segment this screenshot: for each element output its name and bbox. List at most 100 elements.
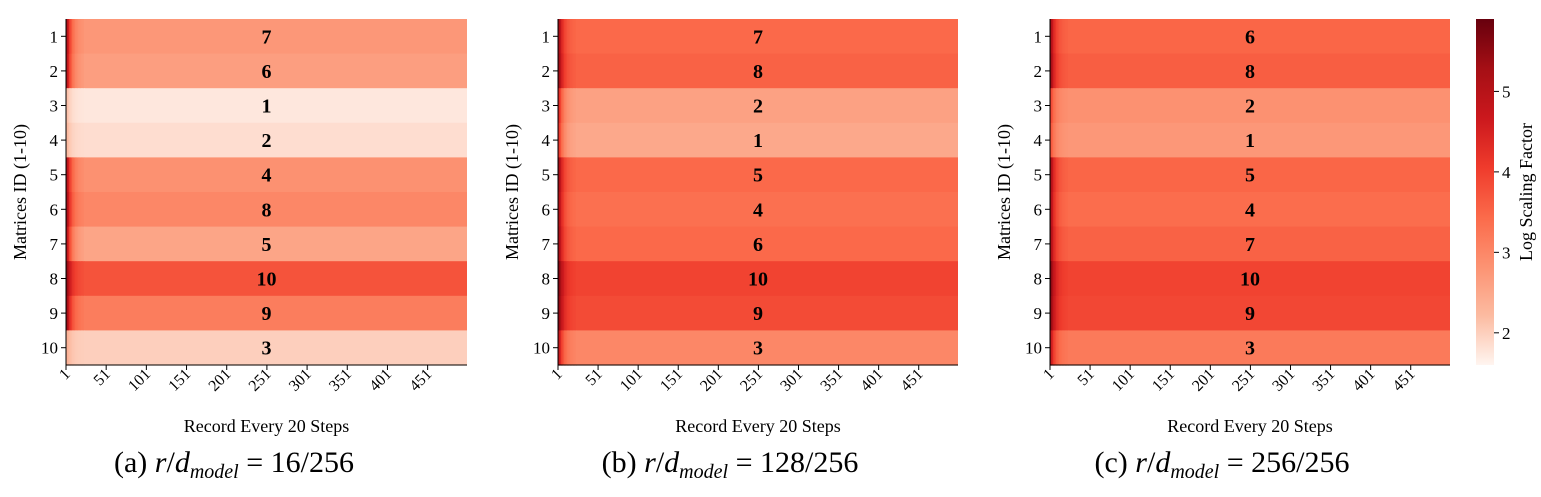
heatmap-cell-initial (570, 88, 573, 124)
y-axis-label: Matrices ID (1-10) (994, 124, 1015, 260)
heatmap-row-9: 9 (558, 295, 958, 331)
heatmap-cell-initial (1050, 295, 1053, 331)
heatmap-cell-initial (1059, 192, 1062, 228)
heatmap-cell (1068, 19, 1450, 55)
heatmap-cell-initial (1053, 19, 1056, 55)
heatmap-cell (84, 19, 467, 55)
y-tick-label: 7 (1034, 235, 1043, 254)
heatmap-cell-initial (73, 192, 76, 228)
heatmap-cell-initial (1057, 261, 1060, 297)
heatmap-cell-initial (81, 122, 84, 158)
heatmap-row-4: 1 (558, 122, 958, 158)
heatmap-cell-initial (559, 261, 562, 297)
heatmap-cell-initial (1057, 122, 1060, 158)
heatmap-cell-initial (78, 19, 81, 55)
heatmap-row-3: 2 (558, 88, 958, 124)
heatmap-cell-initial (565, 295, 568, 331)
heatmap-cell-initial (1066, 261, 1069, 297)
heatmap-cell-initial (1063, 122, 1066, 158)
heatmap-cell-initial (564, 295, 567, 331)
heatmap-cell-initial (573, 192, 576, 228)
heatmap-cell (576, 226, 958, 262)
heatmap-cell-initial (559, 122, 562, 158)
heatmap-cell-initial (574, 53, 577, 89)
y-tick-label: 8 (1034, 270, 1043, 289)
heatmap-cell-initial (66, 226, 69, 262)
heatmap-cell-initial (79, 122, 82, 158)
heatmap-cell-initial (66, 192, 69, 228)
heatmap-cell-initial (1053, 261, 1056, 297)
heatmap-cell-initial (564, 122, 567, 158)
caption-c-d: d (1155, 446, 1171, 479)
y-tick-label: 9 (542, 304, 551, 323)
heatmap-cell (1068, 192, 1450, 228)
rank-label: 4 (753, 199, 763, 221)
heatmap-cell-initial (571, 261, 574, 297)
heatmap-cell-initial (67, 192, 70, 228)
heatmap-cell-initial (1063, 330, 1066, 366)
caption-a-sub: model (189, 461, 239, 483)
heatmap-cell-initial (568, 19, 571, 55)
heatmap-cell (1068, 295, 1450, 331)
heatmap-cell-initial (1059, 19, 1062, 55)
heatmap-cell-initial (1053, 53, 1056, 89)
heatmap-cell-initial (67, 226, 70, 262)
heatmap-row-5: 4 (66, 157, 467, 193)
heatmap-cell-initial (571, 192, 574, 228)
heatmap-cell-initial (562, 122, 565, 158)
heatmap-cell-initial (1066, 53, 1069, 89)
heatmap-cell-initial (76, 53, 79, 89)
heatmap-cell-initial (82, 261, 85, 297)
heatmap-cell-initial (567, 261, 570, 297)
heatmap-cell-initial (1053, 295, 1056, 331)
heatmap-cell-initial (568, 295, 571, 331)
heatmap-cell-initial (1063, 226, 1066, 262)
heatmap-row-6: 4 (558, 192, 958, 228)
heatmap-row-1: 7 (558, 19, 958, 55)
y-tick-label: 5 (50, 166, 59, 185)
heatmap-cell-initial (73, 261, 76, 297)
y-tick-label: 2 (50, 62, 59, 81)
heatmap-cell-initial (564, 88, 567, 124)
heatmap-cell-initial (1050, 157, 1053, 193)
x-tick-label: 201 (206, 366, 235, 395)
heatmap-cell-initial (1054, 192, 1057, 228)
heatmap-cell-initial (571, 295, 574, 331)
heatmap-cell (576, 261, 958, 297)
heatmap-cell-initial (1062, 88, 1065, 124)
heatmap-cell-initial (558, 88, 561, 124)
heatmap-cell-initial (559, 330, 562, 366)
heatmap-row-3: 2 (1050, 88, 1450, 124)
heatmap-cell-initial (561, 122, 564, 158)
heatmap-cell-initial (1063, 157, 1066, 193)
heatmap-cell-initial (75, 157, 78, 193)
heatmap-cell-initial (1065, 261, 1068, 297)
rank-label: 2 (753, 96, 763, 118)
heatmap-row-6: 8 (66, 192, 467, 228)
x-tick-label: 201 (697, 366, 726, 395)
heatmap-cell-initial (574, 330, 577, 366)
rank-label: 1 (262, 96, 272, 118)
heatmap-cell-initial (78, 261, 81, 297)
heatmap-cell-initial (73, 88, 76, 124)
heatmap-cell-initial (574, 192, 577, 228)
heatmap-cell-initial (574, 295, 577, 331)
heatmap-cell-initial (1066, 192, 1069, 228)
heatmap-cell-initial (75, 19, 78, 55)
heatmap-cell-initial (1056, 88, 1059, 124)
heatmap-row-1: 6 (1050, 19, 1450, 55)
rank-label: 8 (753, 61, 763, 83)
heatmap-cell-initial (1060, 88, 1063, 124)
heatmap-cell (1068, 157, 1450, 193)
heatmap-cell-initial (1056, 192, 1059, 228)
y-tick-label: 3 (50, 97, 59, 116)
heatmap-cell-initial (1060, 192, 1063, 228)
heatmap-cell-initial (78, 330, 81, 366)
heatmap-cell-initial (69, 53, 72, 89)
heatmap-row-8: 10 (66, 261, 467, 297)
heatmap-cell-initial (568, 157, 571, 193)
rank-label: 2 (262, 130, 272, 152)
y-tick-label: 1 (542, 27, 551, 46)
y-tick-label: 2 (542, 62, 551, 81)
heatmap-cell-initial (1057, 295, 1060, 331)
